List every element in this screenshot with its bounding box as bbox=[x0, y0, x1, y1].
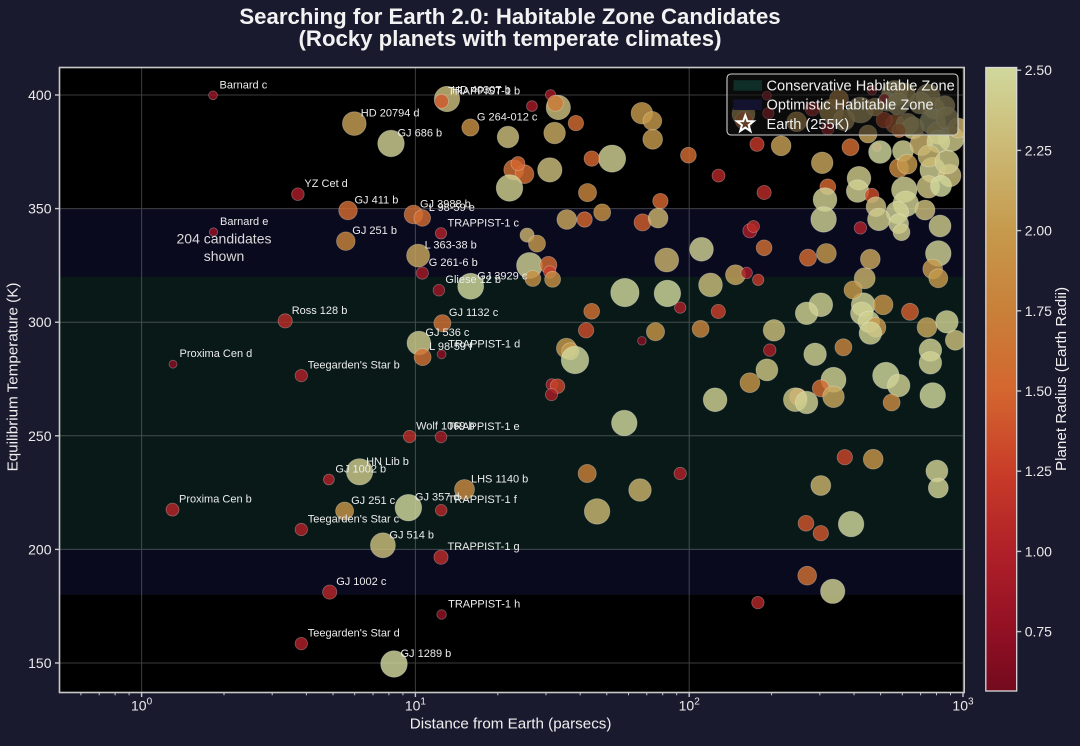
svg-text:TRAPPIST-1 b: TRAPPIST-1 b bbox=[448, 85, 520, 97]
svg-text:Teegarden's Star d: Teegarden's Star d bbox=[308, 628, 400, 640]
svg-text:Barnard c: Barnard c bbox=[220, 79, 268, 91]
svg-text:GJ 411 b: GJ 411 b bbox=[355, 195, 399, 207]
svg-text:Teegarden's Star c: Teegarden's Star c bbox=[308, 514, 400, 526]
svg-text:350: 350 bbox=[28, 201, 52, 217]
svg-text:Wolf 1069 b: Wolf 1069 b bbox=[416, 421, 475, 433]
svg-text:G 261-6 b: G 261-6 b bbox=[429, 257, 478, 269]
svg-text:GJ 3929 c: GJ 3929 c bbox=[477, 270, 528, 282]
svg-text:204 candidates: 204 candidates bbox=[177, 231, 272, 247]
svg-text:TRAPPIST-1 d: TRAPPIST-1 d bbox=[448, 338, 520, 350]
svg-text:2.00: 2.00 bbox=[1025, 223, 1052, 239]
svg-text:2.50: 2.50 bbox=[1025, 62, 1052, 78]
svg-text:GJ 251 c: GJ 251 c bbox=[351, 495, 396, 507]
svg-text:LHS 1140 b: LHS 1140 b bbox=[471, 474, 528, 486]
svg-text:1.75: 1.75 bbox=[1025, 303, 1052, 319]
svg-text:HD 40307 b: HD 40307 b bbox=[452, 85, 511, 97]
svg-text:Teegarden's Star b: Teegarden's Star b bbox=[308, 360, 400, 372]
svg-text:GJ 686 b: GJ 686 b bbox=[398, 128, 443, 140]
svg-text:YZ Cet d: YZ Cet d bbox=[304, 178, 347, 190]
svg-text:GJ 514 b: GJ 514 b bbox=[389, 529, 434, 541]
svg-text:GJ 1002 b: GJ 1002 b bbox=[335, 464, 386, 476]
svg-text:Searching for Earth 2.0: Habit: Searching for Earth 2.0: Habitable Zone … bbox=[239, 4, 780, 29]
svg-text:TRAPPIST-1 h: TRAPPIST-1 h bbox=[448, 599, 520, 611]
svg-text:GJ 1289 b: GJ 1289 b bbox=[401, 648, 452, 660]
svg-text:shown: shown bbox=[204, 248, 244, 264]
svg-text:400: 400 bbox=[28, 87, 52, 103]
svg-text:Earth (255K): Earth (255K) bbox=[767, 117, 850, 133]
svg-text:HN Lib b: HN Lib b bbox=[366, 456, 409, 468]
svg-text:TRAPPIST-1 c: TRAPPIST-1 c bbox=[448, 217, 520, 229]
svg-text:G 264-012 c: G 264-012 c bbox=[477, 112, 538, 124]
svg-text:TRAPPIST-1 f: TRAPPIST-1 f bbox=[448, 494, 518, 506]
svg-text:GJ 1132 c: GJ 1132 c bbox=[449, 307, 499, 319]
svg-text:0.75: 0.75 bbox=[1025, 624, 1052, 640]
svg-text:Barnard e: Barnard e bbox=[220, 216, 268, 228]
svg-text:Optimistic Habitable Zone: Optimistic Habitable Zone bbox=[767, 98, 934, 114]
svg-text:Gliese 12 b: Gliese 12 b bbox=[445, 274, 501, 286]
svg-text:Equilibrium Temperature (K): Equilibrium Temperature (K) bbox=[5, 283, 22, 472]
svg-text:GJ 1002 c: GJ 1002 c bbox=[336, 576, 387, 588]
svg-text:L 98-59 e: L 98-59 e bbox=[429, 202, 475, 214]
svg-text:1.00: 1.00 bbox=[1025, 543, 1052, 559]
svg-text:TRAPPIST-1 e: TRAPPIST-1 e bbox=[448, 421, 520, 433]
svg-text:150: 150 bbox=[28, 655, 52, 671]
svg-text:250: 250 bbox=[28, 428, 52, 444]
svg-text:GJ 251 b: GJ 251 b bbox=[352, 225, 397, 237]
svg-text:Planet Radius (Earth Radii): Planet Radius (Earth Radii) bbox=[1053, 287, 1070, 471]
svg-text:300: 300 bbox=[28, 314, 52, 330]
svg-text:TRAPPIST-1 g: TRAPPIST-1 g bbox=[448, 541, 520, 553]
svg-text:GJ 536 c: GJ 536 c bbox=[425, 327, 470, 339]
svg-text:L 98-59 f: L 98-59 f bbox=[429, 341, 473, 353]
svg-text:Proxima Cen b: Proxima Cen b bbox=[179, 494, 252, 506]
svg-text:GJ 3988 b: GJ 3988 b bbox=[420, 199, 471, 211]
svg-text:HD 20794 d: HD 20794 d bbox=[361, 108, 420, 120]
svg-text:1.25: 1.25 bbox=[1025, 463, 1052, 479]
svg-text:2.25: 2.25 bbox=[1025, 142, 1052, 158]
svg-text:200: 200 bbox=[28, 541, 52, 557]
svg-text:Ross 128 b: Ross 128 b bbox=[292, 305, 348, 317]
svg-text:GJ 357 d: GJ 357 d bbox=[415, 492, 460, 504]
svg-text:(Rocky planets with temperate: (Rocky planets with temperate climates) bbox=[299, 26, 722, 51]
svg-text:Proxima Cen d: Proxima Cen d bbox=[180, 348, 253, 360]
svg-text:Conservative Habitable Zone: Conservative Habitable Zone bbox=[767, 78, 955, 94]
svg-text:1.50: 1.50 bbox=[1025, 383, 1052, 399]
svg-text:L 363-38 b: L 363-38 b bbox=[425, 240, 477, 252]
svg-text:Distance from Earth (parsecs): Distance from Earth (parsecs) bbox=[410, 716, 612, 733]
